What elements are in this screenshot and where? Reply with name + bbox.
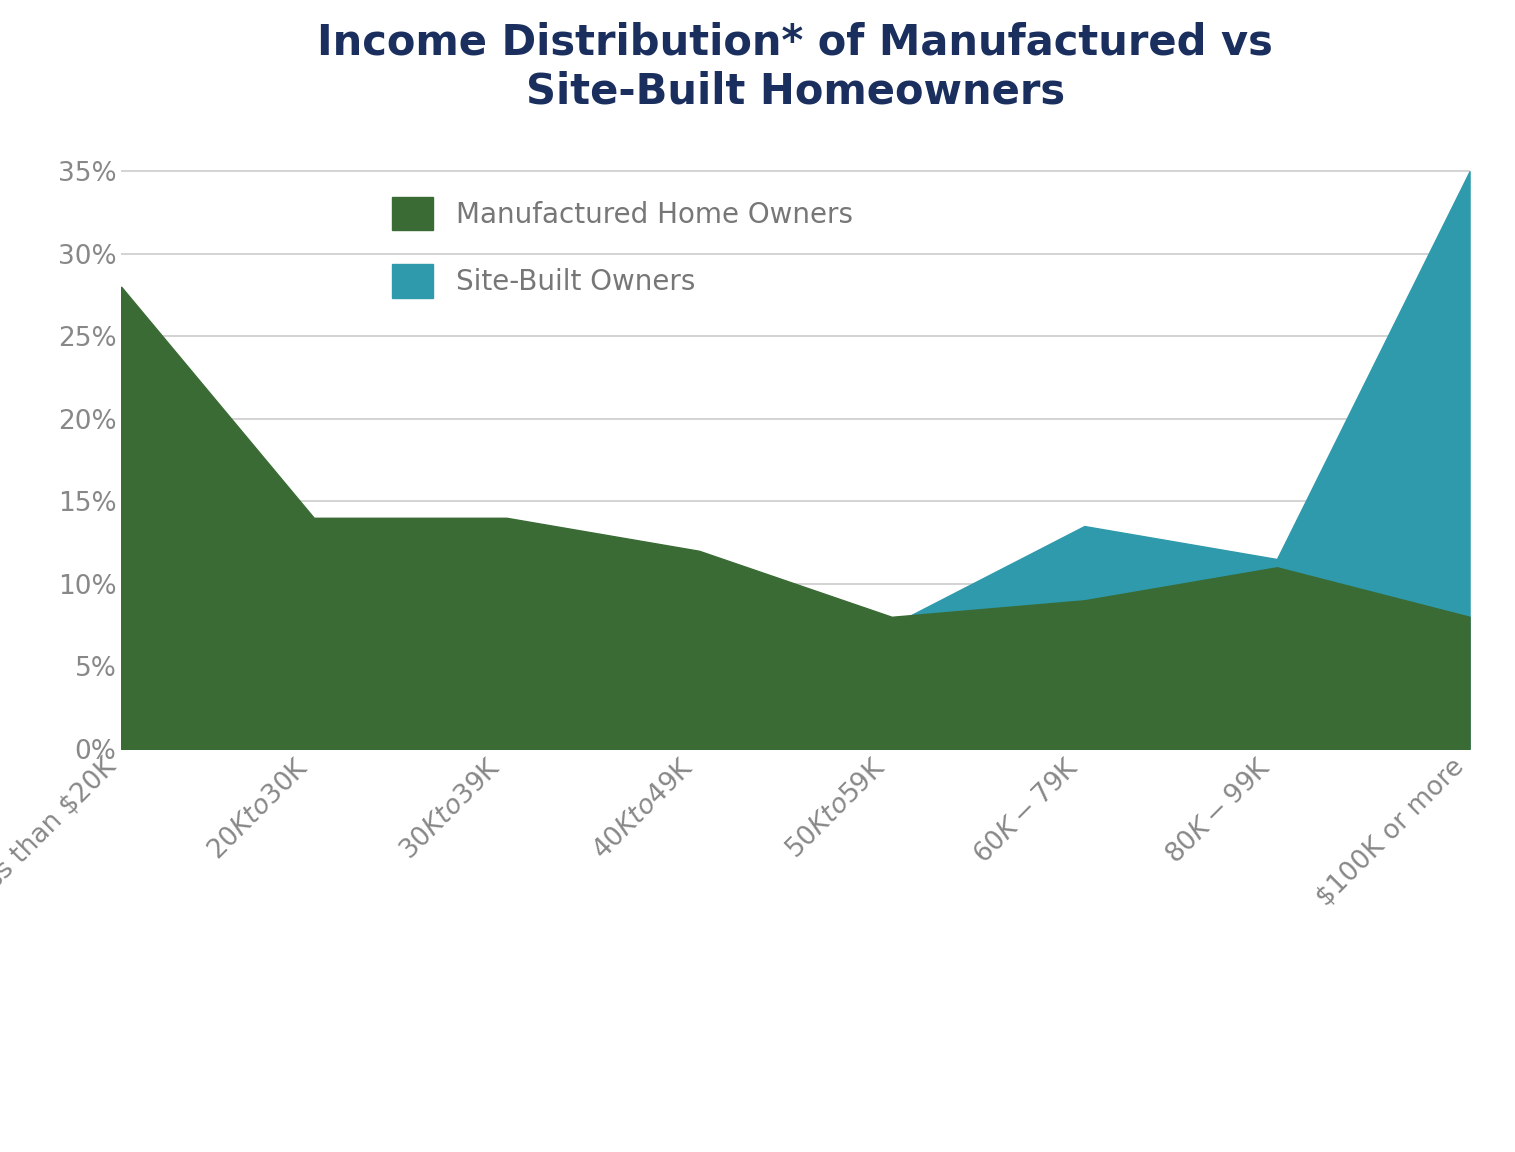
Legend: Manufactured Home Owners, Site-Built Owners: Manufactured Home Owners, Site-Built Own… [377,183,867,311]
Title: Income Distribution* of Manufactured vs
Site-Built Homeowners: Income Distribution* of Manufactured vs … [318,22,1273,113]
